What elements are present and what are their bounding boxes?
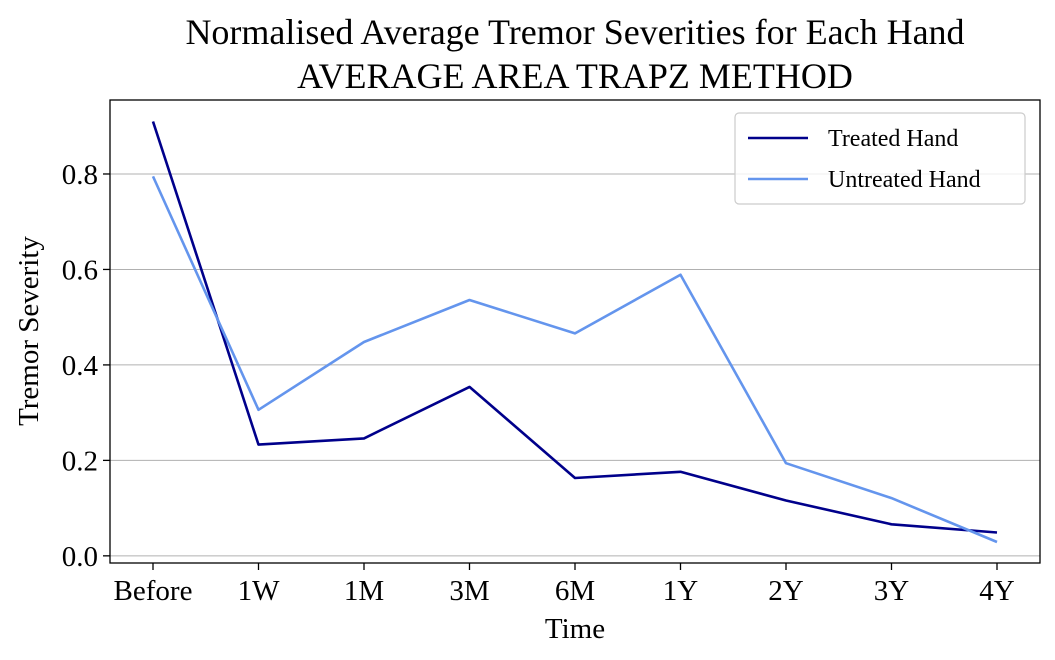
legend-label-treated-hand: Treated Hand <box>828 126 958 152</box>
x-tick-label: 2Y <box>768 575 804 607</box>
series-layer <box>151 121 998 544</box>
y-tick-label: 0.8 <box>62 159 98 191</box>
grid-layer <box>110 173 1040 557</box>
legend-box <box>734 112 1026 205</box>
x-axis-label: Time <box>545 613 605 645</box>
y-axis-label: Tremor Severity <box>13 236 45 426</box>
y-tick-label: 0.2 <box>62 445 98 477</box>
x-tick-label: 1Y <box>663 575 699 607</box>
y-tick-label: 0.4 <box>62 350 99 382</box>
x-tick-label: 6M <box>555 575 595 607</box>
legend-label-untreated-hand: Untreated Hand <box>828 167 981 193</box>
chart-title-line-2: AVERAGE AREA TRAPZ METHOD <box>297 56 853 96</box>
y-tick-label: 0.6 <box>62 254 98 286</box>
series-line-untreated-hand <box>151 175 998 544</box>
legend: Treated Hand Untreated Hand <box>734 112 1026 205</box>
ticks-layer: 0.0 0.2 0.4 0.6 0.8 Before 1W 1M 3M 6M 1Y 2Y 3Y 4Y <box>62 159 1015 607</box>
x-tick-label: Before <box>114 575 193 607</box>
plot-frame <box>109 99 1041 564</box>
x-tick-label: 3M <box>449 575 489 607</box>
x-tick-label: 1W <box>238 575 281 607</box>
x-tick-label: 3Y <box>874 575 910 607</box>
y-tick-label: 0.0 <box>62 541 98 573</box>
x-tick-label: 4Y <box>979 575 1015 607</box>
x-tick-label: 1M <box>344 575 384 607</box>
chart-title-line-1: Normalised Average Tremor Severities for… <box>185 12 964 52</box>
